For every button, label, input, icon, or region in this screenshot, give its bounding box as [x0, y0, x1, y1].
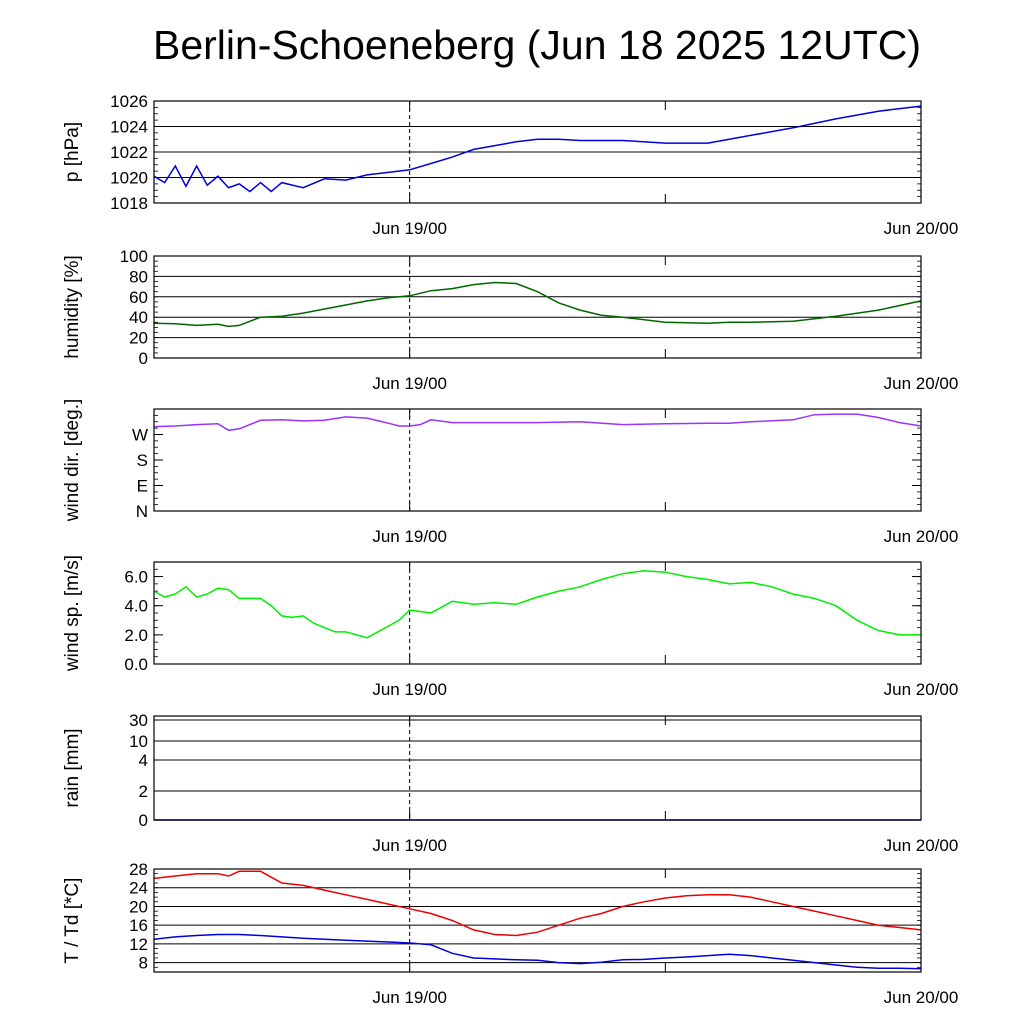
- series-line-temp-0: [153, 870, 922, 937]
- panel-pressure: 1018 1020 1022 1024 1026 Jun 19/00 Jun 20/00 p …: [62, 92, 958, 238]
- y-tick-label: 16: [129, 916, 148, 935]
- y-tick-label: 12: [129, 935, 148, 954]
- series-line-humidity-0: [153, 281, 922, 328]
- plot-frame: [153, 255, 922, 359]
- plot-frame: [153, 408, 922, 512]
- y-tick-label: 4: [139, 751, 148, 770]
- panel-windspeed: 0.0 2.0 4.0 6.0 Jun 19/00 Jun 20/00 wind sp. […: [62, 555, 958, 699]
- y-tick-label: 100: [120, 247, 148, 266]
- y-tick-label: W: [132, 426, 148, 445]
- plot-frame: [153, 715, 922, 821]
- x-tick-label: Jun 19/00: [372, 219, 447, 238]
- x-tick-label: Jun 20/00: [884, 680, 959, 699]
- y-tick-label: 0: [139, 811, 148, 830]
- y-tick-label: 24: [129, 879, 148, 898]
- y-axis-label: T / Td [*C]: [62, 878, 83, 964]
- x-tick-label: Jun 20/00: [884, 374, 959, 393]
- y-axis-label: humidity [%]: [62, 255, 83, 358]
- x-tick-label: Jun 20/00: [884, 988, 959, 1007]
- chart-title: Berlin-Schoeneberg (Jun 18 2025 12UTC): [152, 22, 922, 68]
- x-tick-label: Jun 19/00: [372, 680, 447, 699]
- y-axis-label: wind dir. [deg.]: [62, 399, 83, 523]
- series-line-temp-1: [153, 933, 922, 970]
- y-tick-label: 4.0: [124, 597, 148, 616]
- y-tick-label: N: [136, 502, 148, 521]
- y-tick-label: 0.0: [124, 655, 148, 674]
- y-axis-label: p [hPa]: [62, 122, 83, 182]
- y-tick-label: 8: [139, 954, 148, 973]
- x-tick-label: Jun 20/00: [884, 219, 959, 238]
- y-tick-label: 1024: [110, 118, 148, 137]
- y-axis-label: rain [mm]: [62, 728, 83, 807]
- x-tick-label: Jun 19/00: [372, 374, 447, 393]
- x-tick-label: Jun 19/00: [372, 988, 447, 1007]
- y-axis-label: wind sp. [m/s]: [62, 555, 83, 672]
- plot-frame: [153, 561, 922, 665]
- y-tick-label: E: [137, 477, 148, 496]
- y-tick-label: 0: [139, 349, 148, 368]
- y-tick-label: 6.0: [124, 568, 148, 587]
- y-tick-label: 1018: [110, 194, 148, 213]
- plot-frame: [153, 868, 922, 973]
- x-tick-label: Jun 20/00: [884, 527, 959, 546]
- series-line-pressure-0: [153, 105, 922, 193]
- y-tick-label: 20: [129, 329, 148, 348]
- y-tick-label: 2: [139, 782, 148, 801]
- panel-rain: 0 2 410 30 Jun 19/00 Jun 20/00 rain [mm]: [62, 711, 958, 855]
- y-tick-label: 60: [129, 288, 148, 307]
- x-tick-label: Jun 19/00: [372, 836, 447, 855]
- y-tick-label: 1026: [110, 92, 148, 111]
- plot-frame: [153, 100, 922, 204]
- y-tick-label: 40: [129, 308, 148, 327]
- y-tick-label: 80: [129, 267, 148, 286]
- y-tick-label: 10: [129, 732, 148, 751]
- y-tick-label: 1020: [110, 169, 148, 188]
- y-tick-label: S: [137, 451, 148, 470]
- y-tick-label: 1022: [110, 143, 148, 162]
- series-line-windspeed-0: [153, 569, 921, 639]
- x-tick-label: Jun 20/00: [884, 836, 959, 855]
- y-tick-label: 2.0: [124, 626, 148, 645]
- x-tick-label: Jun 19/00: [372, 527, 447, 546]
- y-tick-label: 30: [129, 711, 148, 730]
- y-tick-label: 28: [129, 860, 148, 879]
- y-tick-label: 20: [129, 897, 148, 916]
- series-line-winddir-0: [153, 413, 922, 432]
